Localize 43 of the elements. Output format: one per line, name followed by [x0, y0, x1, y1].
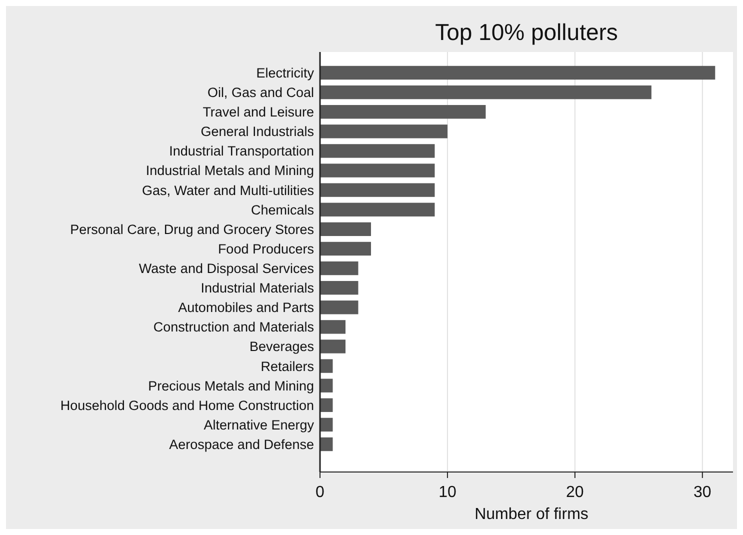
bar: [320, 105, 486, 119]
y-tick-label: Construction and Materials: [153, 320, 314, 335]
bar: [320, 359, 333, 373]
x-tick-label: 30: [694, 484, 712, 501]
bar: [320, 261, 358, 276]
bar: [320, 124, 448, 138]
y-tick-label: Automobiles and Parts: [178, 300, 314, 316]
bar: [320, 202, 435, 216]
y-tick-label: Retailers: [260, 358, 314, 374]
bar: [320, 144, 435, 158]
y-tick-label: Industrial Metals and Mining: [146, 163, 314, 178]
y-tick-label: Waste and Disposal Services: [138, 261, 314, 276]
x-tick-label: 20: [566, 484, 584, 501]
x-tick-label: 0: [316, 484, 325, 501]
y-tick-label: Aerospace and Defense: [169, 436, 314, 452]
bar: [320, 378, 333, 392]
y-tick-label: General Industrials: [200, 124, 314, 140]
chart-title: Top 10% polluters: [435, 19, 618, 45]
y-tick-label: Industrial Transportation: [169, 144, 314, 159]
y-tick-label: Travel and Leisure: [202, 104, 314, 120]
x-tick-label: 10: [438, 484, 456, 501]
y-tick-label: Oil, Gas and Coal: [207, 85, 314, 100]
bar: [320, 242, 371, 256]
bar: [320, 340, 346, 354]
bar: [320, 320, 346, 334]
bar: [320, 183, 435, 197]
y-tick-label: Food Producers: [218, 241, 314, 256]
bar: [320, 85, 652, 100]
bar: [320, 300, 358, 314]
y-tick-label: Electricity: [256, 65, 314, 80]
y-tick-label: Personal Care, Drug and Grocery Stores: [70, 222, 314, 237]
x-axis-title: Number of firms: [474, 506, 588, 523]
bar: [320, 280, 358, 295]
y-tick-label: Industrial Materials: [200, 280, 314, 296]
bar: [320, 222, 371, 236]
y-tick-label: Beverages: [249, 339, 314, 354]
bar: [320, 164, 435, 178]
y-tick-label: Precious Metals and Mining: [148, 378, 314, 394]
y-tick-label: Chemicals: [250, 202, 314, 218]
y-tick-label: Household Goods and Home Construction: [60, 398, 314, 413]
y-tick-label: Gas, Water and Multi-utilities: [142, 182, 314, 198]
bar: [320, 66, 716, 80]
y-tick-label: Alternative Energy: [204, 417, 314, 432]
